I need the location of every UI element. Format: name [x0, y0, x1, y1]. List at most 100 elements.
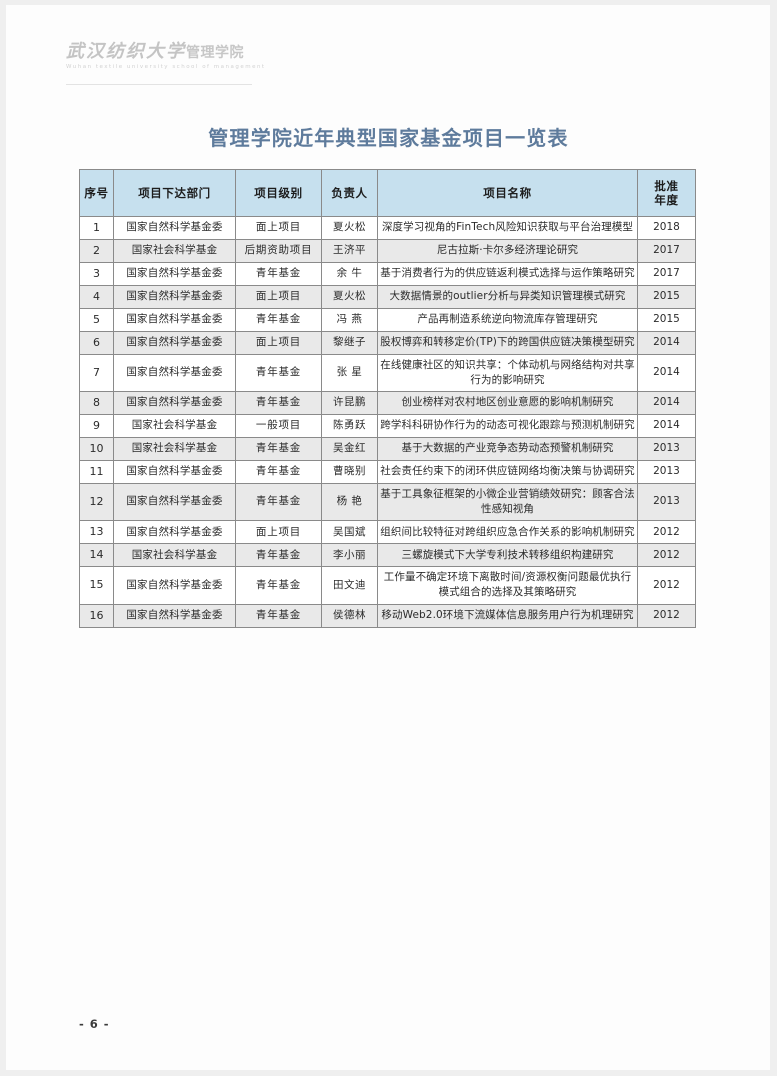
cell-approval-year: 2015: [637, 307, 696, 332]
cell-project-name: 深度学习视角的FinTech风险知识获取与平台治理模型: [377, 216, 638, 240]
cell-level: 青年基金: [235, 566, 322, 605]
table-row: 1 国家自然科学基金委 面上项目 夏火松 深度学习视角的FinTech风险知识获取与平台…: [79, 216, 696, 240]
cell-level: 青年基金: [235, 261, 322, 286]
cell-project-name: 基于工具象征框架的小微企业营销绩效研究：顾客合法性感知视角: [377, 482, 638, 522]
cell-department: 国家自然科学基金委: [113, 520, 236, 545]
cell-department: 国家自然科学基金委: [113, 307, 236, 332]
table-row: 5 国家自然科学基金委 青年基金冯 燕产品再制造系统逆向物流库存管理研究 2015: [79, 307, 696, 332]
cell-approval-year: 2012: [637, 566, 696, 605]
cell-level: 青年基金: [235, 391, 322, 415]
column-header-approval-year: 批准 年度: [637, 169, 696, 217]
cell-department: 国家自然科学基金委: [113, 284, 236, 309]
cell-level: 青年基金: [235, 307, 322, 332]
table-row: 7 国家自然科学基金委 青年基金张 星在线健康社区的知识共享：个体动机与网络结构对共…: [79, 353, 696, 393]
approval-year-line-1: 批准: [654, 178, 679, 193]
cell-project-name: 股权博弈和转移定价(TP)下的跨国供应链决策模型研究: [377, 330, 638, 355]
cell-department: 国家社会科学基金: [113, 543, 236, 568]
table-row: 12 国家自然科学基金委 青年基金杨 艳基于工具象征框架的小微企业营销绩效研究：顾客…: [79, 482, 696, 522]
table-row: 15 国家自然科学基金委 青年基金 田文迪 工作量不确定环境下离散时间/资源权衡问题最优…: [79, 566, 696, 605]
table-row: 10 国家社会科学基金 青年基金 吴金红 基于大数据的产业竞争态势动态预警机制研究 201…: [79, 436, 696, 461]
table-row: 3 国家自然科学基金委 青年基金余 牛基于消费者行为的供应链返利模式选择与运作策略研…: [79, 261, 696, 286]
cell-project-name: 创业榜样对农村地区创业意愿的影响机制研究: [377, 391, 638, 415]
cell-no: 15: [79, 566, 114, 605]
cell-project-name: 组织间比较特征对跨组织应急合作关系的影响机制研究: [377, 520, 638, 545]
scan-edge-right: [770, 0, 777, 1076]
cell-department: 国家自然科学基金委: [113, 482, 236, 522]
cell-leader: 田文迪: [321, 566, 378, 605]
column-header-department: 项目下达部门: [113, 169, 236, 217]
letterhead-divider: [66, 84, 252, 85]
cell-department: 国家自然科学基金委: [113, 566, 236, 605]
cell-approval-year: 2017: [637, 261, 696, 286]
table-header: 序号 项目下达部门 项目级别 负责人 项目名称 批准 年度: [79, 169, 696, 217]
cell-no: 5: [79, 307, 114, 332]
cell-approval-year: 2012: [637, 543, 696, 568]
column-header-project-name: 项目名称: [377, 169, 638, 217]
cell-approval-year: 2013: [637, 436, 696, 461]
cell-no: 6: [79, 330, 114, 355]
table-row: 8 国家自然科学基金委 青年基金 许昆鹏 创业榜样对农村地区创业意愿的影响机制研究 201…: [79, 391, 696, 415]
cell-no: 4: [79, 284, 114, 309]
table-row: 9 国家社会科学基金 一般项目 陈勇跃 跨学科科研协作行为的动态可视化跟踪与预测机制研究…: [79, 414, 696, 438]
cell-leader: 冯 燕: [321, 307, 378, 332]
cell-leader: 李小丽: [321, 543, 378, 568]
cell-department: 国家自然科学基金委: [113, 459, 236, 484]
cell-project-name: 在线健康社区的知识共享：个体动机与网络结构对共享行为的影响研究: [377, 353, 638, 393]
page-title: 管理学院近年典型国家基金项目一览表: [208, 126, 569, 150]
column-header-leader: 负责人: [321, 169, 378, 217]
cell-level: 面上项目: [235, 216, 322, 240]
cell-project-name: 跨学科科研协作行为的动态可视化跟踪与预测机制研究: [377, 414, 638, 438]
fund-projects-table-container: 序号 项目下达部门 项目级别 负责人 项目名称 批准 年度 1 国家自然科学基金委…: [79, 169, 696, 628]
table-row: 16 国家自然科学基金委 青年基金 侯德林 移动Web2.0环境下流媒体信息服务用户行为…: [79, 603, 696, 628]
cell-level: 后期资助项目: [235, 238, 322, 263]
cell-leader: 许昆鹏: [321, 391, 378, 415]
column-header-level: 项目级别: [235, 169, 322, 217]
cell-leader: 王济平: [321, 238, 378, 263]
cell-project-name: 基于大数据的产业竞争态势动态预警机制研究: [377, 436, 638, 461]
cell-project-name: 社会责任约束下的闭环供应链网络均衡决策与协调研究: [377, 459, 638, 484]
cell-approval-year: 2017: [637, 238, 696, 263]
cell-leader: 余 牛: [321, 261, 378, 286]
cell-no: 7: [79, 353, 114, 393]
cell-no: 3: [79, 261, 114, 286]
table-row: 13 国家自然科学基金委 面上项目 吴国斌 组织间比较特征对跨组织应急合作关系的影响机制…: [79, 520, 696, 545]
cell-level: 青年基金: [235, 543, 322, 568]
column-header-no: 序号: [79, 169, 114, 217]
cell-approval-year: 2014: [637, 330, 696, 355]
cell-department: 国家自然科学基金委: [113, 353, 236, 393]
cell-level: 面上项目: [235, 284, 322, 309]
cell-level: 面上项目: [235, 330, 322, 355]
table-row: 6 国家自然科学基金委 面上项目 黎继子 股权博弈和转移定价(TP)下的跨国供应链决策模…: [79, 330, 696, 355]
cell-level: 青年基金: [235, 459, 322, 484]
cell-no: 9: [79, 414, 114, 438]
cell-approval-year: 2013: [637, 459, 696, 484]
cell-project-name: 大数据情景的outlier分析与异类知识管理模式研究: [377, 284, 638, 309]
table-body: 1 国家自然科学基金委 面上项目 夏火松 深度学习视角的FinTech风险知识获取与平台…: [79, 216, 696, 628]
cell-approval-year: 2014: [637, 391, 696, 415]
scan-edge-left: [0, 0, 6, 1076]
approval-year-line-2: 年度: [654, 193, 679, 207]
cell-approval-year: 2018: [637, 216, 696, 240]
cell-no: 14: [79, 543, 114, 568]
table-row: 11 国家自然科学基金委 青年基金 曹晓别 社会责任约束下的闭环供应链网络均衡决策与协调…: [79, 459, 696, 484]
cell-leader: 夏火松: [321, 216, 378, 240]
cell-department: 国家自然科学基金委: [113, 391, 236, 415]
page-number-footer: - 6 -: [79, 1017, 110, 1031]
cell-department: 国家自然科学基金委: [113, 603, 236, 628]
cell-department: 国家社会科学基金: [113, 414, 236, 438]
fund-projects-table: 序号 项目下达部门 项目级别 负责人 项目名称 批准 年度 1 国家自然科学基金委…: [79, 169, 696, 628]
cell-level: 一般项目: [235, 414, 322, 438]
cell-no: 11: [79, 459, 114, 484]
cell-approval-year: 2014: [637, 414, 696, 438]
cell-leader: 陈勇跃: [321, 414, 378, 438]
scan-edge-bottom: [0, 1070, 777, 1076]
cell-leader: 杨 艳: [321, 482, 378, 522]
scan-edge-top: [0, 0, 777, 5]
cell-no: 2: [79, 238, 114, 263]
cell-level: 青年基金: [235, 436, 322, 461]
cell-department: 国家社会科学基金: [113, 436, 236, 461]
cell-no: 1: [79, 216, 114, 240]
cell-no: 8: [79, 391, 114, 415]
cell-project-name: 尼古拉斯·卡尔多经济理论研究: [377, 238, 638, 263]
cell-department: 国家自然科学基金委: [113, 261, 236, 286]
